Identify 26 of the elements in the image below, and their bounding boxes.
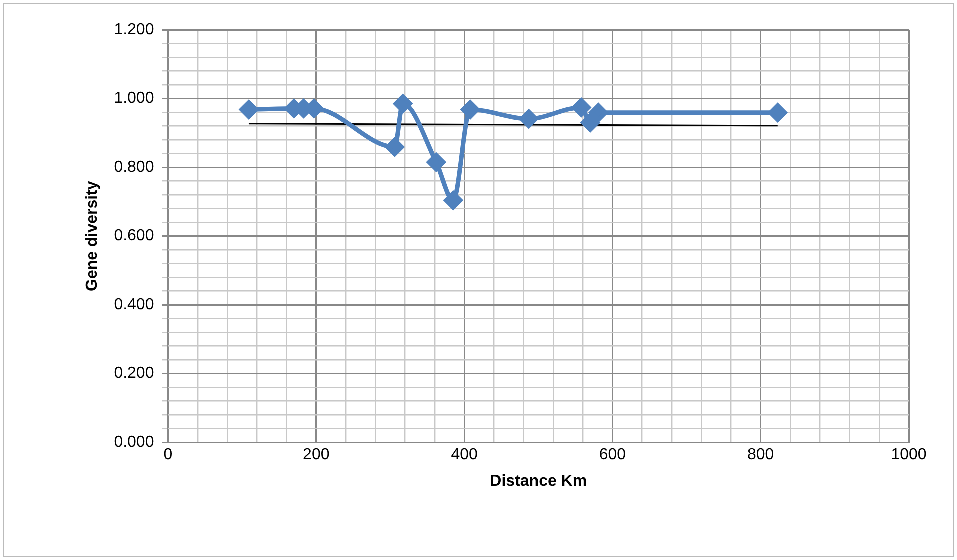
- x-tick-label: 1000: [891, 446, 927, 464]
- x-tick-label: 400: [451, 446, 478, 464]
- y-tick-label: 0.800: [114, 158, 154, 176]
- point: [240, 100, 258, 120]
- x-axis-title: Distance Km: [490, 472, 588, 490]
- y-tick-label: 1.000: [114, 90, 154, 108]
- y-tick-label: 0.600: [114, 228, 154, 245]
- x-tick-label: 200: [303, 446, 330, 464]
- point: [444, 191, 463, 210]
- point: [461, 100, 480, 120]
- point: [427, 153, 446, 172]
- x-tick-label: 600: [599, 446, 626, 464]
- y-tick-label: 0.400: [114, 296, 154, 314]
- x-tick-label: 0: [164, 446, 173, 464]
- point: [589, 104, 608, 122]
- point: [520, 110, 538, 128]
- point: [768, 104, 788, 122]
- y-tick-label: 0.000: [114, 434, 154, 452]
- y-axis-title: Gene diversity: [84, 181, 102, 292]
- point: [572, 98, 591, 117]
- point: [394, 94, 412, 114]
- point: [386, 138, 404, 156]
- y-tick-label: 0.200: [114, 365, 154, 382]
- x-tick-label: 800: [747, 446, 774, 464]
- point: [581, 114, 600, 132]
- y-tick-label: 1.200: [114, 21, 154, 38]
